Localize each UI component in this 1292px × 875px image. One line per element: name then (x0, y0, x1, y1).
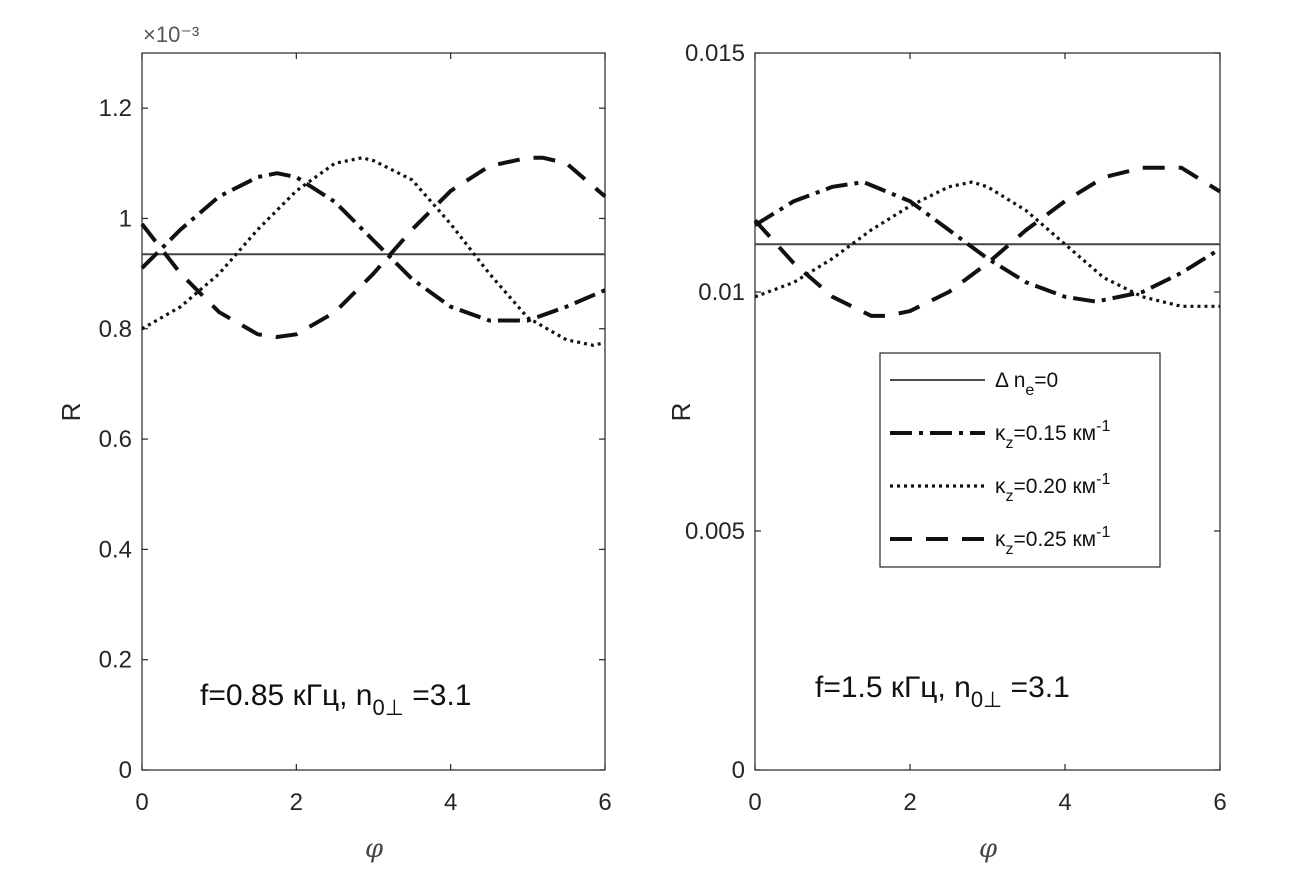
right-panel: 0 0.005 0.01 0.015 0 2 4 6 R φ f=1.5 кГц, n0⊥ … (666, 40, 1227, 864)
y-tick-label: 0 (119, 757, 132, 784)
series-line-dashdot (753, 180, 1222, 304)
x-tick-label: 6 (598, 789, 611, 816)
left-series-group (140, 155, 607, 347)
left-x-axis-label: φ (365, 834, 384, 864)
right-annotation: f=1.5 кГц, n0⊥ =3.1 (815, 671, 1070, 712)
left-y-multiplier: ×10⁻³ (143, 22, 199, 47)
left-x-ticks: 0 2 4 6 (135, 53, 612, 816)
series-line-dashdot (140, 171, 606, 323)
y-tick-label: 0.4 (99, 536, 132, 563)
legend-label: κz=0.15 км-1 (995, 418, 1110, 452)
right-x-axis-label: φ (979, 834, 998, 864)
left-annotation: f=0.85 кГц, n0⊥ =3.1 (200, 679, 471, 720)
legend-box (879, 352, 1161, 568)
y-tick-label: 0.8 (99, 316, 132, 343)
series-line-dotted (141, 156, 606, 347)
y-tick-label: 1.2 (99, 95, 132, 122)
left-y-ticks: 0 0.2 0.4 0.6 0.8 1 1.2 (99, 95, 605, 784)
series-line-dashed (753, 165, 1222, 318)
left-y-axis-label: R (56, 403, 86, 422)
legend-label: Δ ne=0 (995, 369, 1058, 399)
legend: Δ ne=0 κz=0.15 км-1 κz=0.20 км-1 κz=0.25 км… (879, 352, 1161, 568)
right-series-group (753, 165, 1222, 318)
y-tick-label: 0.01 (698, 279, 745, 306)
x-tick-label: 6 (1213, 789, 1226, 816)
left-panel: 0 0.2 0.4 0.6 0.8 1 1.2 0 2 4 6 ×10⁻³ R φ f=0.85 … (56, 22, 612, 864)
y-tick-label: 0.015 (685, 40, 745, 67)
legend-label: κz=0.20 км-1 (995, 471, 1110, 505)
x-tick-label: 2 (290, 789, 303, 816)
x-tick-label: 0 (748, 789, 761, 816)
x-tick-label: 2 (903, 789, 916, 816)
y-tick-label: 0 (732, 757, 745, 784)
right-y-ticks: 0 0.005 0.01 0.015 (685, 40, 1220, 784)
left-plot-frame (141, 52, 606, 771)
x-tick-label: 4 (1058, 789, 1071, 816)
x-tick-label: 0 (135, 789, 148, 816)
y-tick-label: 0.2 (99, 647, 132, 674)
right-x-ticks: 0 2 4 6 (748, 53, 1227, 816)
legend-entries: Δ ne=0 κz=0.15 км-1 κz=0.20 км-1 κz=0.25 км… (890, 369, 1110, 558)
y-tick-label: 1 (119, 205, 132, 232)
right-y-axis-label: R (666, 403, 696, 422)
x-tick-label: 4 (444, 789, 457, 816)
legend-label: κz=0.25 км-1 (995, 524, 1110, 558)
series-line-dashed (140, 155, 607, 339)
y-tick-label: 0.005 (685, 518, 745, 545)
y-tick-label: 0.6 (99, 426, 132, 453)
